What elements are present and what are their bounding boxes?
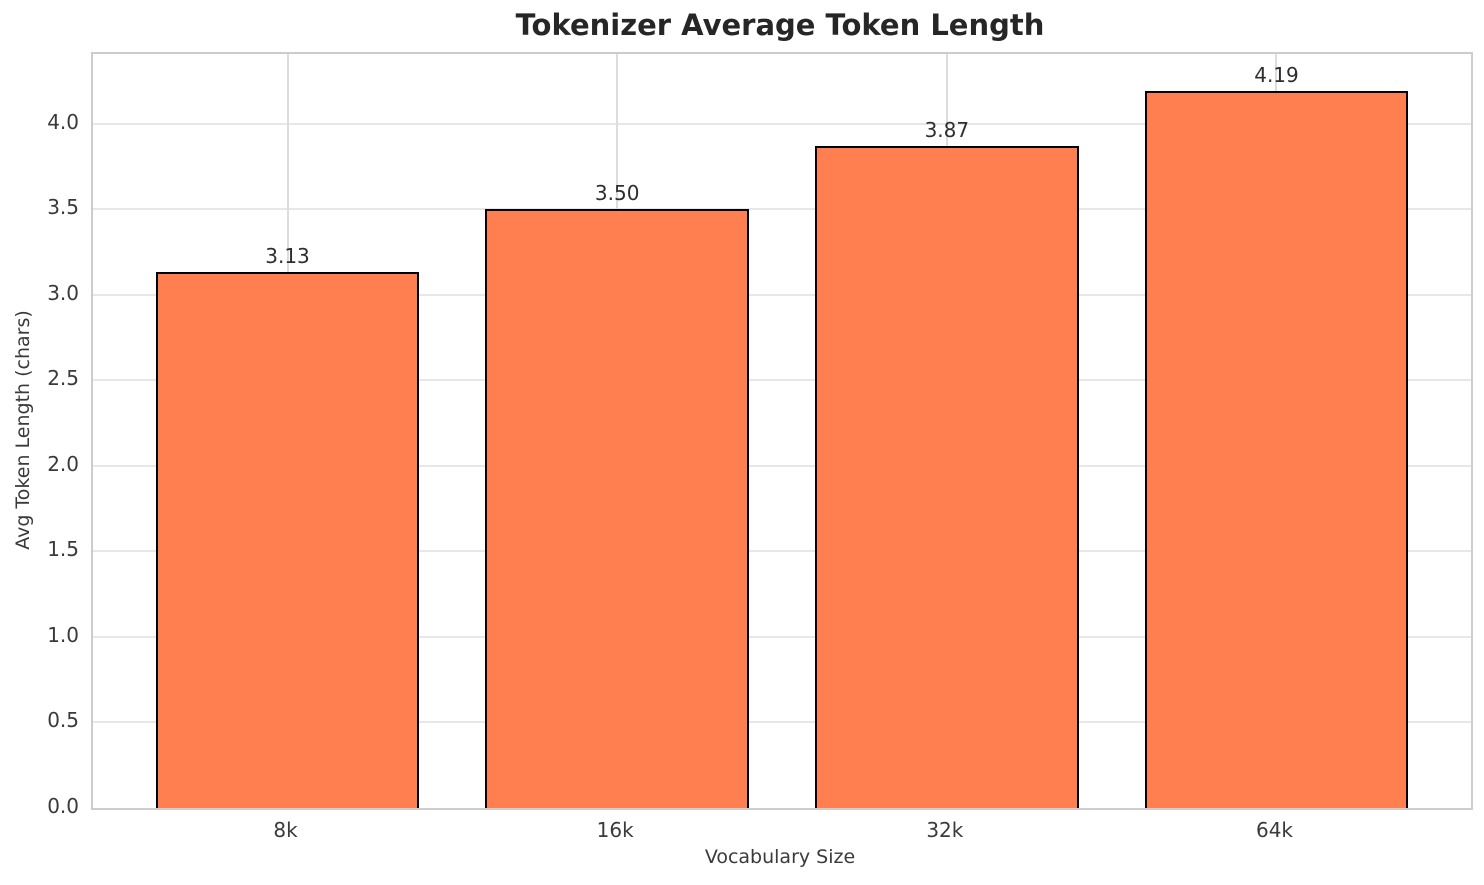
bar-64k [1144,91,1409,808]
y-tick-label: 2.5 [47,366,79,391]
gridline-horizontal [93,635,1471,638]
y-tick-label: 4.0 [47,109,79,134]
y-tick-label: 1.0 [47,622,79,647]
bar-8k [155,272,420,808]
gridline-horizontal [93,464,1471,467]
y-tick-label: 1.5 [47,537,79,562]
x-axis-label: Vocabulary Size [704,846,856,868]
gridline-horizontal [93,122,1471,125]
y-tick-label: 3.5 [47,195,79,220]
x-tick-label: 8k [273,818,298,842]
y-tick-label: 3.0 [47,280,79,305]
y-tick-label: 0.0 [47,794,79,818]
bar-value-label: 3.50 [594,181,640,206]
x-tick-label: 64k [1255,818,1293,842]
bar-16k [485,209,750,808]
gridline-horizontal [93,293,1471,296]
x-tick-label: 32k [926,818,964,842]
gridline-horizontal [93,550,1471,553]
x-tick-label: 16k [596,818,634,842]
gridline-horizontal [93,208,1471,211]
bar-value-label: 4.19 [1254,63,1299,88]
y-tick-label: 0.5 [47,708,79,733]
plot-area: 3.13 3.50 3.87 4.19 [91,52,1473,810]
gridline-horizontal [93,721,1471,724]
y-tick-label: 2.0 [47,451,79,476]
bar-value-label: 3.13 [265,244,310,269]
bar-32k [814,145,1079,808]
gridline-horizontal [93,379,1471,382]
chart-title: Tokenizer Average Token Length [515,8,1045,42]
bar-value-label: 3.87 [924,117,970,142]
